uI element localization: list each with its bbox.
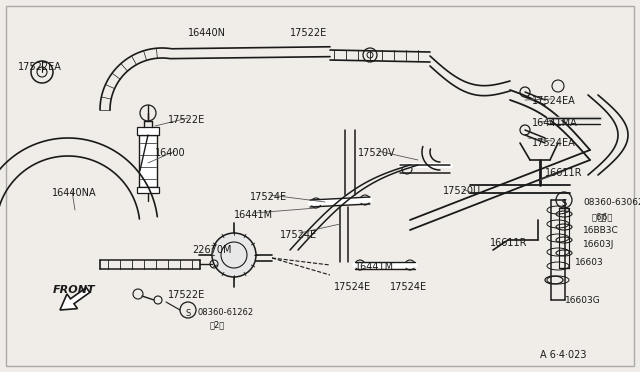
- Bar: [139, 135, 157, 187]
- Text: 17524E: 17524E: [280, 230, 317, 240]
- Text: A 6·4·023: A 6·4·023: [540, 350, 586, 360]
- Text: 16603J: 16603J: [583, 240, 614, 249]
- Text: 16400: 16400: [155, 148, 186, 158]
- Text: 17520V: 17520V: [358, 148, 396, 158]
- Text: 17524E: 17524E: [334, 282, 371, 292]
- Text: 08360-61262: 08360-61262: [198, 308, 254, 317]
- Text: 16BB3C: 16BB3C: [583, 226, 619, 235]
- Bar: [137, 127, 159, 135]
- Text: S: S: [562, 199, 566, 208]
- Text: （2）: （2）: [210, 320, 225, 329]
- Text: 16603: 16603: [575, 258, 604, 267]
- Text: 17522E: 17522E: [290, 28, 327, 38]
- Text: （6）: （6）: [598, 212, 613, 221]
- Text: 16440N: 16440N: [188, 28, 226, 38]
- Text: 16441M: 16441M: [234, 210, 273, 220]
- Text: 17522E: 17522E: [168, 290, 205, 300]
- Text: 16441MA: 16441MA: [532, 118, 578, 128]
- Text: 17524E: 17524E: [250, 192, 287, 202]
- Text: S: S: [561, 199, 566, 208]
- Text: 22670M: 22670M: [192, 245, 232, 255]
- Text: 16611R: 16611R: [490, 238, 527, 248]
- Text: 17524EA: 17524EA: [532, 96, 576, 106]
- Text: FRONT: FRONT: [53, 285, 95, 295]
- Text: 17520U: 17520U: [443, 186, 481, 196]
- Text: （6）: （6）: [592, 212, 607, 221]
- Text: 16441M: 16441M: [355, 262, 394, 272]
- Text: 17522EA: 17522EA: [18, 62, 62, 72]
- Text: 16440NA: 16440NA: [52, 188, 97, 198]
- Text: 17524EA: 17524EA: [532, 138, 576, 148]
- Text: 17524E: 17524E: [390, 282, 427, 292]
- Bar: [137, 187, 159, 193]
- Circle shape: [212, 233, 256, 277]
- Text: 08360-63062: 08360-63062: [583, 198, 640, 207]
- Text: 17522E: 17522E: [168, 115, 205, 125]
- Text: S: S: [186, 310, 191, 318]
- Text: 16603G: 16603G: [565, 296, 601, 305]
- Text: 16611R: 16611R: [545, 168, 582, 178]
- FancyArrow shape: [60, 288, 90, 310]
